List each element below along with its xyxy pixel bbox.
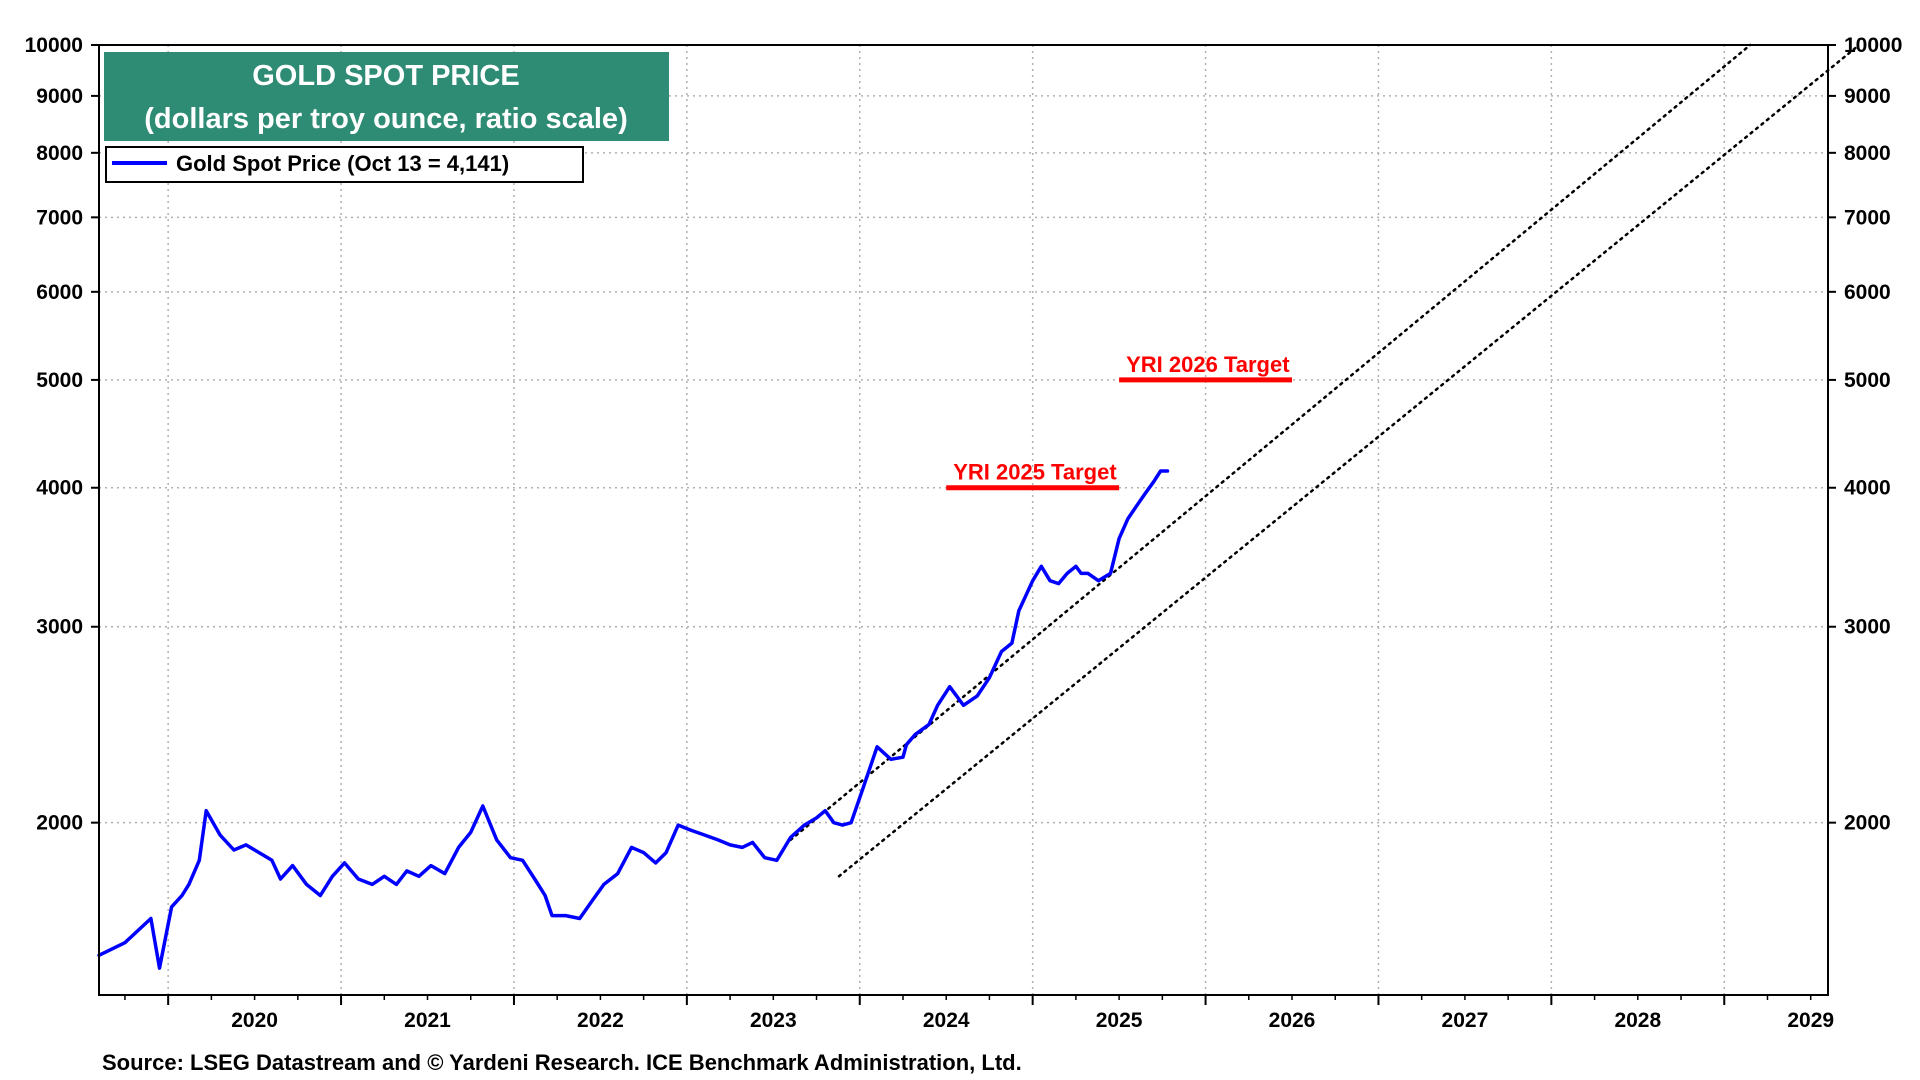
y-tick-label-left: 9000 xyxy=(36,85,83,108)
y-tick-label-left: 10000 xyxy=(25,34,83,57)
target-label: YRI 2026 Target xyxy=(1126,352,1290,377)
grid xyxy=(99,44,1828,995)
y-axis-left: 2000 3000 4000 5000 6000 7000 8000 9000 10000 xyxy=(25,34,99,835)
y-tick-label-right: 7000 xyxy=(1844,206,1891,229)
y-tick-label-left: 2000 xyxy=(36,812,83,835)
series-layer xyxy=(97,469,1170,970)
x-tick-label: 2024 xyxy=(923,1009,970,1032)
series-line-gold-spot-price xyxy=(97,469,1170,970)
title-box: GOLD SPOT PRICE (dollars per troy ounce,… xyxy=(104,52,669,141)
x-tick-label: 2022 xyxy=(577,1009,624,1032)
legend: Gold Spot Price (Oct 13 = 4,141) xyxy=(105,146,584,183)
legend-box xyxy=(105,146,584,183)
y-tick-label-right: 2000 xyxy=(1844,812,1891,835)
y-tick-label-left: 4000 xyxy=(36,477,83,500)
x-tick-label: 2026 xyxy=(1269,1009,1316,1032)
target-label: YRI 2025 Target xyxy=(953,460,1117,485)
title-background xyxy=(104,52,669,141)
x-tick-label: 2029 xyxy=(1787,1009,1834,1032)
x-axis: 2020 2021 2022 2023 2024 2025 2026 2027 2028 2029 xyxy=(124,995,1834,1032)
y-tick-label-left: 3000 xyxy=(36,616,83,639)
source-note: Source: LSEG Datastream and © Yardeni Re… xyxy=(102,1050,1022,1075)
x-tick-label: 2027 xyxy=(1442,1009,1489,1032)
legend-label: Gold Spot Price (Oct 13 = 4,141) xyxy=(176,151,509,176)
y-tick-label-right: 4000 xyxy=(1844,477,1891,500)
trend-channel-line xyxy=(789,43,1752,842)
x-tick-label: 2025 xyxy=(1096,1009,1143,1032)
x-tick-label: 2021 xyxy=(404,1009,451,1032)
chart-subtitle: (dollars per troy ounce, ratio scale) xyxy=(144,103,627,135)
x-tick-label: 2020 xyxy=(231,1009,278,1032)
chart-title: GOLD SPOT PRICE xyxy=(252,60,519,92)
target-annotations: YRI 2025 Target YRI 2026 Target xyxy=(946,352,1293,491)
y-axis-right: 2000 3000 4000 5000 6000 7000 8000 9000 10000 xyxy=(1828,34,1902,835)
y-tick-label-right: 6000 xyxy=(1844,281,1891,304)
trend-channel xyxy=(789,43,1861,878)
y-tick-label-right: 8000 xyxy=(1844,142,1891,165)
x-tick-label: 2023 xyxy=(750,1009,797,1032)
y-tick-label-left: 7000 xyxy=(36,206,83,229)
y-tick-label-left: 8000 xyxy=(36,142,83,165)
y-tick-label-right: 10000 xyxy=(1844,34,1902,57)
plot-border xyxy=(98,44,1829,996)
y-tick-label-left: 6000 xyxy=(36,281,83,304)
y-tick-label-right: 3000 xyxy=(1844,616,1891,639)
x-tick-label: 2028 xyxy=(1614,1009,1661,1032)
y-tick-label-left: 5000 xyxy=(36,369,83,392)
trend-channel-line xyxy=(837,43,1861,878)
y-tick-label-right: 9000 xyxy=(1844,85,1891,108)
y-tick-label-right: 5000 xyxy=(1844,369,1891,392)
